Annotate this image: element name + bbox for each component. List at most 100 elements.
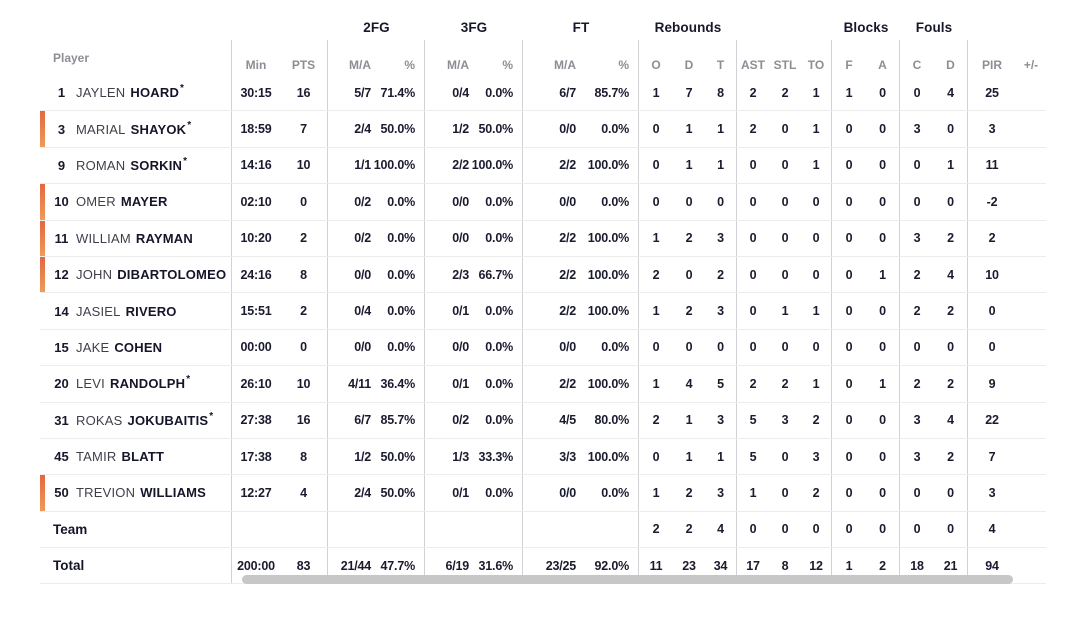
stat-fd: 2 [934, 293, 968, 329]
stat-ft: 2/2 [559, 376, 576, 391]
stat-to: 0 [801, 220, 832, 256]
stat-pts: 2 [280, 293, 328, 329]
stat-o: 1 [652, 85, 660, 100]
stat-fg2pct: 85.7% [376, 402, 425, 438]
jersey-number: 31 [54, 412, 69, 428]
jersey-number: 1 [57, 85, 66, 101]
substitution-accent-bar [40, 184, 45, 220]
stat-fg2pct [376, 511, 425, 548]
stat-pir: 0 [988, 340, 996, 355]
stat-d: 0 [685, 194, 693, 209]
stat-fc: 18 [910, 558, 924, 573]
stat-fg3pct: 0.0% [474, 184, 523, 220]
stat-bf: 0 [845, 194, 853, 209]
stat-o: 2 [652, 522, 660, 537]
stat-fd: 0 [934, 329, 968, 366]
stat-ast: 2 [749, 376, 757, 391]
group-header-rebounds: Rebounds [654, 19, 722, 35]
stat-bf: 0 [845, 485, 853, 500]
stat-ba: 0 [866, 475, 900, 511]
stat-d: 1 [685, 413, 693, 428]
stat-t: 8 [705, 75, 737, 111]
stat-min: 27:38 [240, 413, 272, 428]
stat-fg3: 0/0 [452, 194, 469, 209]
stat-pm [1016, 330, 1046, 365]
stat-ft: 2/2 [559, 267, 576, 282]
stat-fg3pct: 100.0% [472, 147, 523, 184]
stat-d: 1 [685, 158, 693, 173]
jersey-number: 9 [57, 157, 66, 173]
stat-fc: 3 [913, 122, 921, 137]
player-row: 3 MARIAL SHAYOK * 18:59 7 2/4 50.0% 1/2 50.0% 0/0 0… [40, 111, 1046, 148]
stat-fg2pct: 47.7% [376, 548, 425, 584]
stat-ft: 4/5 [559, 413, 576, 428]
starter-mark: * [187, 119, 192, 131]
player-first-name: WILLIAM [76, 230, 131, 246]
stat-pir: 9 [988, 376, 996, 391]
player-row: 31 ROKAS JOKUBAITIS * 27:38 16 6/7 85.7% 0/2 0.0%… [40, 402, 1046, 439]
player-row: 12 JOHN DIBARTOLOMEO 24:16 8 0/0 0.0% 2/3 66.7% 2… [40, 256, 1046, 294]
stat-ftpct: 0.0% [581, 329, 639, 366]
stat-ft: 0/0 [559, 194, 576, 209]
stat-pir: 0 [988, 304, 996, 319]
stat-fg3: 1/2 [452, 122, 469, 137]
stat-fg2: 21/44 [340, 558, 371, 573]
player-cell: Team [40, 511, 232, 548]
stat-stl: 0 [781, 340, 789, 355]
stat-pts: 83 [280, 548, 328, 584]
stat-t: 0 [705, 329, 737, 366]
stat-o: 1 [652, 376, 660, 391]
stat-ftpct: 100.0% [581, 293, 639, 329]
stat-group-header-row: 2FG 3FG FT Rebounds Blocks Fouls [40, 14, 1046, 40]
column-header-min: Min [245, 58, 267, 72]
stat-fc: 0 [913, 340, 921, 355]
stat-min: 24:16 [240, 267, 272, 282]
stat-fg3: 0/1 [452, 485, 469, 500]
stat-pm [1016, 403, 1046, 438]
stat-fg3 [425, 512, 474, 547]
player-first-name: JAKE [76, 339, 110, 355]
stat-pir: 10 [985, 267, 999, 282]
stat-stl: 0 [781, 449, 789, 464]
column-header-2fg-ma: M/A [349, 58, 371, 72]
group-header-fouls: Fouls [915, 19, 953, 35]
stat-ft: 3/3 [559, 449, 576, 464]
stat-t: 2 [705, 256, 737, 293]
stat-ast: 0 [749, 231, 757, 246]
stat-min: 00:00 [240, 340, 272, 355]
player-last-name: HOARD [130, 85, 180, 101]
column-header-plus-minus: +/- [1023, 58, 1039, 72]
stat-ba: 0 [866, 511, 900, 548]
stat-to: 1 [801, 366, 832, 402]
stat-fd: 4 [934, 256, 968, 293]
horizontal-scrollbar-thumb[interactable] [242, 575, 1013, 584]
stat-fg3: 0/0 [452, 340, 469, 355]
stat-bf: 0 [845, 231, 853, 246]
stat-fg2pct: 50.0% [376, 438, 425, 475]
column-header-blk-a: A [866, 40, 900, 75]
stat-fd: 0 [934, 111, 968, 147]
stat-d: 2 [685, 231, 693, 246]
starter-mark: * [183, 155, 188, 167]
stat-pir: -2 [986, 194, 998, 209]
stat-pts: 10 [280, 147, 328, 184]
player-first-name: ROKAS [76, 412, 123, 428]
stat-to: 1 [801, 111, 832, 147]
stat-t: 4 [705, 511, 737, 548]
stat-d: 23 [682, 558, 696, 573]
stat-o: 1 [652, 485, 660, 500]
stat-fc: 2 [913, 376, 921, 391]
substitution-accent-bar [40, 111, 45, 147]
stat-o: 2 [652, 267, 660, 282]
stat-fd: 0 [934, 475, 968, 511]
stat-min: 14:16 [240, 158, 272, 173]
player-cell: 1 JAYLEN HOARD * [40, 75, 232, 111]
jersey-number: 20 [54, 376, 69, 392]
player-last-name: RANDOLPH [109, 376, 186, 392]
player-cell: 10 OMER MAYER [40, 184, 232, 220]
player-cell: 9 ROMAN SORKIN * [40, 147, 232, 184]
player-cell: 3 MARIAL SHAYOK * [40, 111, 232, 147]
stat-ft: 23/25 [545, 558, 576, 573]
stat-t: 1 [705, 111, 737, 147]
stat-ast: 0 [749, 194, 757, 209]
